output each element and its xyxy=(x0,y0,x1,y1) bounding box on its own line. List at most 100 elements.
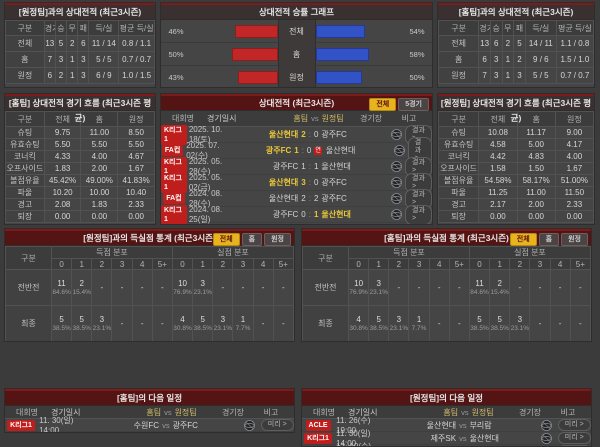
stadium-icon[interactable] xyxy=(394,145,406,156)
stadium-icon[interactable] xyxy=(244,419,255,431)
dist-count: 3 xyxy=(99,314,105,324)
row-label: 홈 xyxy=(5,51,45,68)
cell-value: 3 xyxy=(54,51,68,68)
tab-전체[interactable]: 전체 xyxy=(369,98,397,111)
tab-홈[interactable]: 홈 xyxy=(241,233,263,246)
cell-value: 4.33 xyxy=(43,150,82,163)
column-header: 구분 xyxy=(438,111,480,127)
dist-cell: 3 23.1% xyxy=(192,269,214,306)
tab-원정[interactable]: 원정 xyxy=(264,233,291,246)
cell-value: 2.08 xyxy=(43,198,82,211)
dist-cell: 11 84.6% xyxy=(468,269,491,306)
home-winrate-label: 50% xyxy=(168,49,184,59)
tab-전체[interactable]: 전체 xyxy=(212,233,240,246)
h2h-tabs: 전체 5경기 xyxy=(369,98,429,111)
tab-홈[interactable]: 홈 xyxy=(538,233,560,246)
away-score: 0 xyxy=(306,146,312,155)
match-score: 3:0 xyxy=(301,178,318,187)
cell-value: 3 xyxy=(489,51,503,68)
away-score: 1 xyxy=(313,210,319,219)
vs-label: vs xyxy=(461,407,469,417)
away-winrate-label: 50% xyxy=(409,72,425,82)
preview-button[interactable]: 미리 > xyxy=(260,419,294,431)
table-row: 원정 6 2 1 3 6 / 9 1.0 / 1.5 xyxy=(5,67,155,84)
table-row: 퇴장 0.00 0.00 0.00 xyxy=(438,210,594,223)
cell-value: 4.83 xyxy=(516,150,556,163)
away-next-panel: [원정팀]의 다음 일정 대회명 경기일시 홈팀 vs 원정팀 경기장 비고 ACLE 11. … xyxy=(301,388,592,447)
stadium-icon[interactable] xyxy=(541,432,552,444)
stadium-icon[interactable] xyxy=(541,419,552,431)
table-row: 볼점유율 45.42% 49.00% 41.83% xyxy=(5,174,155,187)
stadium-icon[interactable] xyxy=(390,177,402,188)
row-label: 오프사이드 xyxy=(5,162,45,175)
cell-value: 0.00 xyxy=(554,210,594,223)
dist-percent: 84.6% xyxy=(52,288,71,296)
column-header-date: 경기일시 xyxy=(51,407,81,417)
dist-cell: 10 76.9% xyxy=(171,269,194,306)
column-header: 홈 xyxy=(80,111,119,127)
score-separator: : xyxy=(308,194,311,203)
chart-category-label: 원정 xyxy=(277,65,316,87)
list-header-row: 대회명 경기일시 홈팀 vs 원정팀 경기장 비고 xyxy=(302,406,591,419)
home-winrate-bar xyxy=(237,70,278,84)
cell-value: 5.00 xyxy=(516,138,556,151)
goal-count-header: 0 xyxy=(347,258,370,270)
goal-count-header: 4 xyxy=(131,258,153,270)
dist-cell: - xyxy=(448,269,470,306)
dist-percent: 15.4% xyxy=(72,288,91,296)
table-row: 슈팅 10.08 11.17 9.00 xyxy=(438,126,594,139)
column-header: 승 xyxy=(54,20,68,36)
column-header-date: 경기일시 xyxy=(348,407,378,417)
cell-value: 0.00 xyxy=(516,210,556,223)
dist-cell: - xyxy=(131,269,153,306)
cell-value: 3 xyxy=(77,51,90,68)
away-team-name: 광주FC xyxy=(172,420,198,430)
result-button[interactable]: 결과 > xyxy=(405,156,432,177)
vs-label: vs xyxy=(162,420,170,430)
stadium-icon[interactable] xyxy=(390,209,402,220)
result-button[interactable]: 결과 > xyxy=(405,204,432,224)
match-row: K리그1 2025. 05. 28(수) 광주FC 1:1 울산현대 결과 > xyxy=(161,156,432,177)
column-header-away: 원정팀 xyxy=(174,407,197,417)
match-date: 12. 10(수) 19:00 xyxy=(336,442,372,447)
cell-value: 9.75 xyxy=(43,126,82,139)
match-row: FA컵 2024. 08. 28(수) 울산현대 2:2 광주FC 결과 > xyxy=(161,188,432,209)
cell-value: 2.00 xyxy=(80,162,119,175)
preview-button[interactable]: 미리 > xyxy=(557,419,591,431)
cell-value: 2 xyxy=(513,51,526,68)
stadium-icon[interactable] xyxy=(390,129,402,140)
column-header-note: 비고 xyxy=(560,407,576,417)
goal-count-header: 1 xyxy=(489,258,511,270)
tab-전체[interactable]: 전체 xyxy=(509,233,537,246)
row-label: 전반전 xyxy=(5,269,52,306)
away-team-name: 울산현대 xyxy=(321,210,351,219)
cell-value: 6 xyxy=(43,67,56,84)
vs-label: vs xyxy=(459,420,467,430)
cell-value: 0.00 xyxy=(478,210,518,223)
stadium-icon[interactable] xyxy=(390,193,402,204)
cell-value: 2.33 xyxy=(554,198,594,211)
away-winrate-label: 54% xyxy=(409,26,425,36)
home-h2h-record-panel: [홈팀]과의 상대전적 (최근3시즌) 구분경기승무패득/실평균 득/실전체13… xyxy=(437,2,595,88)
cell-value: 5.50 xyxy=(117,138,155,151)
cell-value: 41.83% xyxy=(117,174,155,187)
schedule-row: K리그1 11. 30(일) 14:00 제주SK vs 울산현대 미리 > xyxy=(302,429,591,446)
column-header-match: 홈팀 vs 원정팀 xyxy=(281,113,356,124)
table-row: 오프사이드 1.58 1.50 1.67 xyxy=(438,162,594,175)
cell-value: 3 xyxy=(77,67,90,84)
dist-percent: 84.6% xyxy=(470,288,489,296)
tab-원정[interactable]: 원정 xyxy=(561,233,588,246)
cell-value: 5 xyxy=(54,35,68,52)
dist-cell: - xyxy=(151,305,173,341)
dist-cell: - xyxy=(448,305,470,341)
cell-value: 6 / 9 xyxy=(88,67,120,84)
preview-button[interactable]: 미리 > xyxy=(557,432,591,444)
schedule-row: ACLE12. 10(수) 19:00FC마치다vs울산현대미리 > xyxy=(302,442,591,446)
away-winrate-bar xyxy=(315,47,369,61)
tab-5경기[interactable]: 5경기 xyxy=(398,98,429,111)
stadium-icon[interactable] xyxy=(390,161,402,172)
